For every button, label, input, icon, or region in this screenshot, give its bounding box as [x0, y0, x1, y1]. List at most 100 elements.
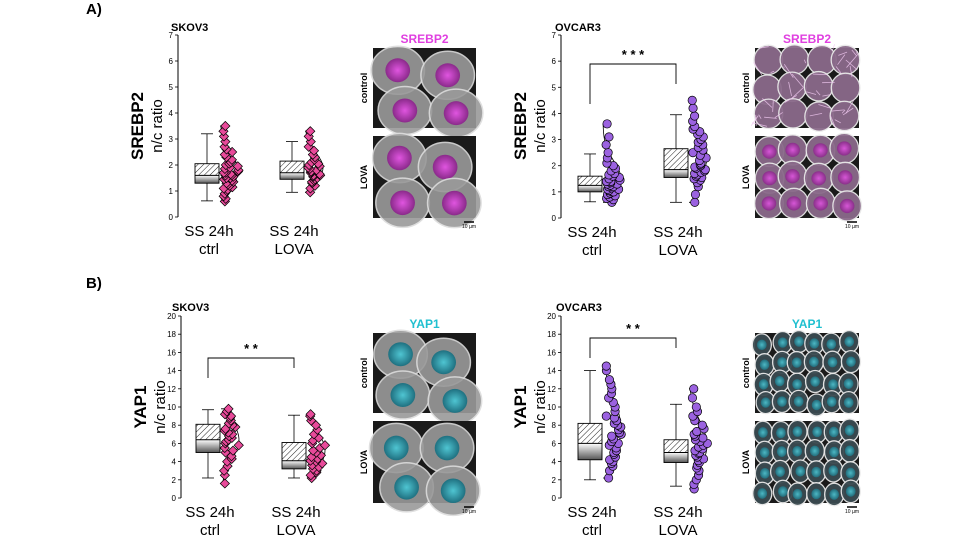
y-tick-label: 20 — [167, 312, 176, 321]
nucleus — [388, 342, 413, 367]
data-point — [233, 440, 244, 451]
y-tick-label: 14 — [547, 367, 556, 376]
nucleus — [774, 375, 785, 387]
x-tick-label-line2: ctrl — [199, 241, 219, 258]
nucleus — [791, 357, 802, 368]
data-point — [687, 95, 697, 105]
data-point — [698, 433, 708, 443]
row-label: LOVA — [359, 449, 369, 474]
y-tick-label: 7 — [169, 31, 174, 40]
y-tick-label: 5 — [552, 83, 557, 92]
significance-stars: * * * — [622, 47, 645, 62]
actin-fiber — [841, 109, 846, 114]
y-tick-label: 2 — [552, 476, 557, 485]
data-point — [305, 126, 316, 137]
micrograph-panel-3: YAP1 control LOVA 10 µm — [741, 317, 862, 515]
nucleus — [762, 171, 777, 186]
x-tick-label-line1: SS 24h — [567, 224, 616, 241]
y-tick-label: 2 — [552, 162, 557, 171]
y-axis-subtitle: n/c ratio — [149, 99, 166, 152]
box-lower — [578, 185, 602, 192]
nucleus — [828, 379, 838, 390]
y-tick-label: 6 — [172, 439, 177, 448]
micrograph-control: control — [359, 45, 484, 138]
data-point — [219, 478, 230, 489]
nucleus — [440, 478, 466, 504]
section-label-a: A) — [86, 1, 102, 18]
actin-fiber — [758, 114, 762, 119]
data-point — [220, 120, 231, 132]
nucleus — [792, 445, 803, 457]
nucleus — [434, 435, 460, 461]
data-point — [319, 440, 331, 451]
stain-label: YAP1 — [792, 317, 823, 331]
actin-fiber — [835, 66, 842, 74]
nucleus — [826, 339, 837, 350]
row-label: LOVA — [359, 164, 369, 189]
x-tick-label-line1: SS 24h — [567, 504, 616, 521]
chart-title: OVCAR3 — [555, 22, 601, 34]
significance-bracket: * * — [589, 321, 677, 358]
nucleus — [383, 435, 409, 461]
cell — [779, 44, 810, 75]
actin-fiber — [750, 115, 759, 126]
x-tick-label-line2: ctrl — [582, 242, 602, 259]
y-tick-label: 10 — [167, 403, 176, 412]
nucleus — [845, 486, 856, 497]
actin-fiber — [822, 94, 832, 97]
y-axis-title: YAP1 — [131, 386, 150, 429]
data-point — [303, 131, 314, 142]
nucleus — [777, 396, 787, 407]
actin-fiber — [842, 107, 854, 116]
x-tick-label-line1: SS 24h — [185, 504, 234, 521]
significance-bracket: * * — [207, 341, 295, 378]
box-outline — [577, 422, 603, 461]
actin-fiber — [856, 50, 858, 54]
y-tick-label: 0 — [169, 213, 174, 222]
x-tick-label-line2: LOVA — [275, 241, 314, 258]
box-upper — [578, 176, 602, 186]
data-point — [219, 141, 230, 152]
nucleus — [813, 143, 828, 158]
box-upper — [664, 148, 688, 170]
micrograph-LOVA: LOVA — [741, 418, 861, 507]
nucleus — [441, 190, 467, 216]
actin-fiber — [762, 98, 773, 108]
cell — [803, 70, 834, 102]
y-tick-label: 5 — [169, 83, 174, 92]
y-tick-label: 3 — [552, 136, 557, 145]
actin-fiber — [851, 49, 857, 56]
micrograph-LOVA: LOVA — [359, 421, 481, 517]
stain-label: SREBP2 — [400, 32, 448, 46]
nucleus — [432, 154, 458, 180]
data-point — [601, 361, 611, 371]
micrograph-panel-2: YAP1 control LOVA 10 µm — [359, 317, 483, 517]
data-point — [690, 189, 700, 200]
nucleus — [776, 427, 786, 439]
y-tick-label: 2 — [169, 161, 174, 170]
nucleus — [792, 488, 803, 500]
y-axis-subtitle: n/c ratio — [152, 380, 169, 433]
nucleus — [387, 145, 412, 171]
nucleus — [392, 98, 418, 123]
data-point — [690, 111, 700, 121]
nucleus — [811, 488, 822, 500]
x-tick-label-line2: ctrl — [200, 522, 220, 539]
data-point — [601, 140, 611, 150]
micrograph-panel-0: SREBP2 control LOVA 10 µm — [359, 32, 484, 230]
nucleus — [844, 424, 855, 436]
micrograph-LOVA: LOVA — [741, 132, 863, 222]
nucleus — [759, 359, 770, 370]
box-outline — [281, 442, 307, 470]
y-tick-label: 18 — [547, 330, 556, 339]
group-1 — [663, 384, 712, 494]
nucleus — [793, 396, 804, 407]
nucleus — [776, 446, 787, 457]
bracket-line — [207, 357, 295, 378]
y-tick-label: 4 — [169, 109, 174, 118]
y-axis-title: SREBP2 — [511, 92, 530, 160]
nucleus — [811, 399, 822, 411]
nucleus — [794, 336, 804, 347]
y-tick-label: 0 — [552, 214, 557, 223]
